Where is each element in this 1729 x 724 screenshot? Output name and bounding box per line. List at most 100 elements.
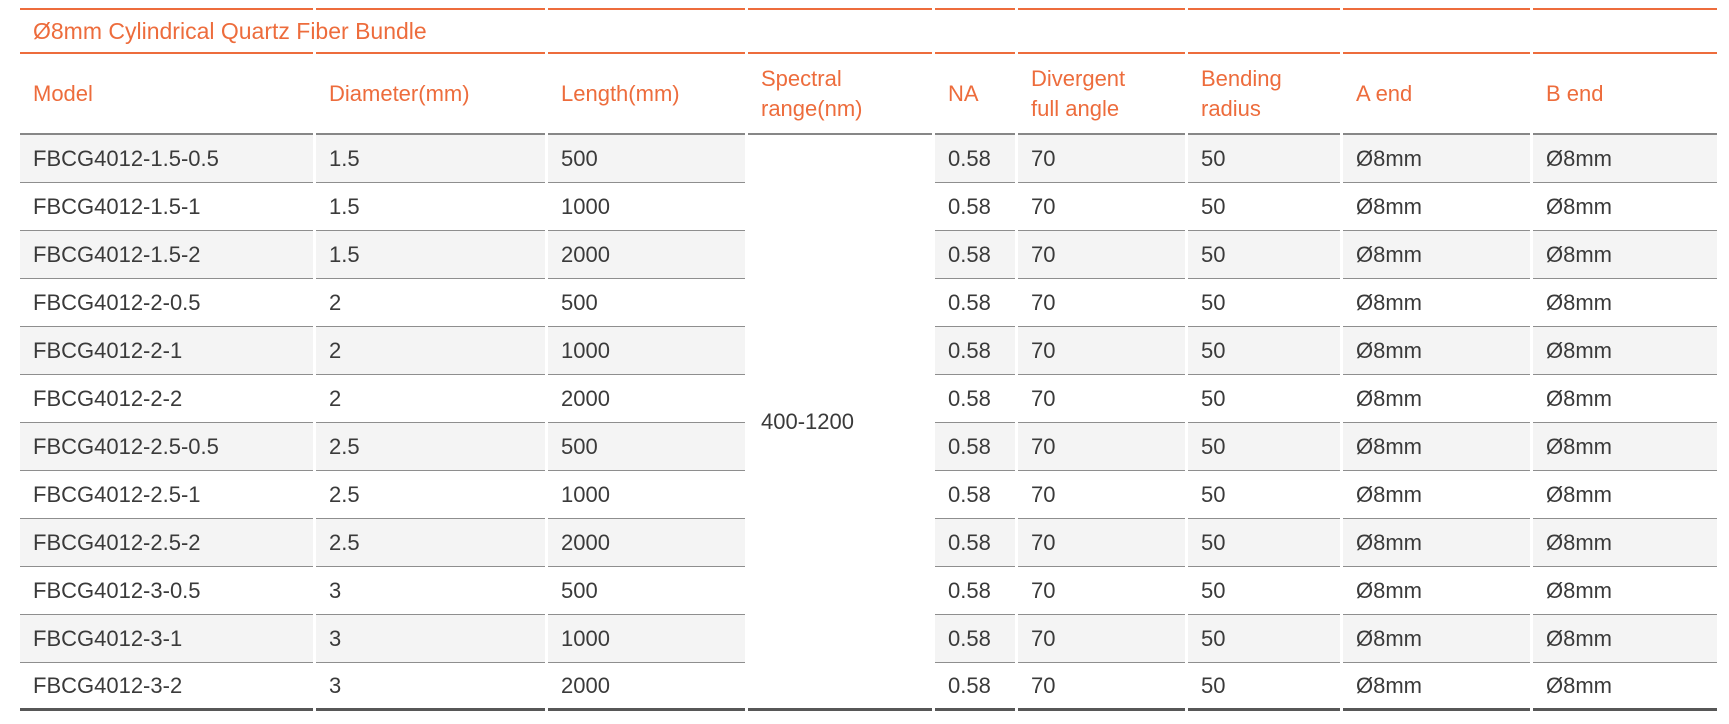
- cell-na: 0.58: [935, 135, 1015, 183]
- header-row: Model Diameter(mm) Length(mm) Spectral r…: [20, 54, 1717, 135]
- cell-diameter: 1.5: [316, 183, 545, 231]
- cell-divergent-full-angle: 70: [1018, 135, 1185, 183]
- cell-model: FBCG4012-1.5-1: [20, 183, 313, 231]
- cell-length: 500: [548, 135, 745, 183]
- cell-model: FBCG4012-2-0.5: [20, 279, 313, 327]
- title-row-spacer: [748, 8, 932, 54]
- cell-model: FBCG4012-2.5-1: [20, 471, 313, 519]
- cell-model: FBCG4012-3-2: [20, 663, 313, 711]
- cell-a-end: Ø8mm: [1343, 231, 1530, 279]
- col-header-na: NA: [935, 54, 1015, 135]
- cell-model: FBCG4012-2.5-0.5: [20, 423, 313, 471]
- cell-b-end: Ø8mm: [1533, 471, 1717, 519]
- cell-a-end: Ø8mm: [1343, 423, 1530, 471]
- cell-na: 0.58: [935, 279, 1015, 327]
- cell-na: 0.58: [935, 519, 1015, 567]
- cell-length: 1000: [548, 183, 745, 231]
- cell-b-end: Ø8mm: [1533, 567, 1717, 615]
- col-header-length: Length(mm): [548, 54, 745, 135]
- cell-divergent-full-angle: 70: [1018, 183, 1185, 231]
- cell-b-end: Ø8mm: [1533, 663, 1717, 711]
- cell-diameter: 3: [316, 615, 545, 663]
- cell-divergent-full-angle: 70: [1018, 231, 1185, 279]
- col-header-bending-radius: Bending radius: [1188, 54, 1340, 135]
- cell-b-end: Ø8mm: [1533, 519, 1717, 567]
- table-title: Ø8mm Cylindrical Quartz Fiber Bundle: [20, 8, 427, 54]
- product-table: Ø8mm Cylindrical Quartz Fiber Bundle Mod…: [17, 8, 1720, 711]
- cell-bending-radius: 50: [1188, 663, 1340, 711]
- title-row-spacer: [1188, 8, 1340, 54]
- col-header-spectral-range: Spectral range(nm): [748, 54, 932, 135]
- cell-length: 1000: [548, 471, 745, 519]
- cell-length: 500: [548, 423, 745, 471]
- cell-model: FBCG4012-2.5-2: [20, 519, 313, 567]
- cell-diameter: 1.5: [316, 135, 545, 183]
- cell-diameter: 3: [316, 663, 545, 711]
- cell-bending-radius: 50: [1188, 279, 1340, 327]
- cell-a-end: Ø8mm: [1343, 135, 1530, 183]
- title-row-spacer: [935, 8, 1015, 54]
- table-row: FBCG4012-1.5-1 1.5 1000 0.58 70 50 Ø8mm …: [20, 183, 1717, 231]
- cell-na: 0.58: [935, 567, 1015, 615]
- cell-model: FBCG4012-2-2: [20, 375, 313, 423]
- cell-length: 2000: [548, 375, 745, 423]
- cell-model: FBCG4012-1.5-2: [20, 231, 313, 279]
- cell-length: 500: [548, 279, 745, 327]
- cell-a-end: Ø8mm: [1343, 327, 1530, 375]
- cell-diameter: 3: [316, 567, 545, 615]
- cell-diameter: 2.5: [316, 519, 545, 567]
- col-header-a-end: A end: [1343, 54, 1530, 135]
- cell-a-end: Ø8mm: [1343, 279, 1530, 327]
- cell-divergent-full-angle: 70: [1018, 663, 1185, 711]
- table-row: FBCG4012-2-2 2 2000 0.58 70 50 Ø8mm Ø8mm: [20, 375, 1717, 423]
- title-row-spacer: [316, 8, 545, 54]
- title-row-spacer: [548, 8, 745, 54]
- cell-bending-radius: 50: [1188, 183, 1340, 231]
- table-row: FBCG4012-2-1 2 1000 0.58 70 50 Ø8mm Ø8mm: [20, 327, 1717, 375]
- cell-bending-radius: 50: [1188, 519, 1340, 567]
- cell-a-end: Ø8mm: [1343, 663, 1530, 711]
- col-header-diameter: Diameter(mm): [316, 54, 545, 135]
- cell-divergent-full-angle: 70: [1018, 423, 1185, 471]
- cell-diameter: 1.5: [316, 231, 545, 279]
- cell-b-end: Ø8mm: [1533, 327, 1717, 375]
- cell-na: 0.58: [935, 471, 1015, 519]
- cell-bending-radius: 50: [1188, 231, 1340, 279]
- cell-b-end: Ø8mm: [1533, 135, 1717, 183]
- cell-spectral-range-merged: 400-1200: [748, 135, 932, 711]
- cell-diameter: 2: [316, 279, 545, 327]
- cell-b-end: Ø8mm: [1533, 423, 1717, 471]
- cell-b-end: Ø8mm: [1533, 279, 1717, 327]
- cell-na: 0.58: [935, 663, 1015, 711]
- table-row: FBCG4012-2.5-0.5 2.5 500 0.58 70 50 Ø8mm…: [20, 423, 1717, 471]
- cell-divergent-full-angle: 70: [1018, 327, 1185, 375]
- cell-b-end: Ø8mm: [1533, 615, 1717, 663]
- cell-bending-radius: 50: [1188, 471, 1340, 519]
- cell-b-end: Ø8mm: [1533, 183, 1717, 231]
- cell-a-end: Ø8mm: [1343, 615, 1530, 663]
- cell-model: FBCG4012-1.5-0.5: [20, 135, 313, 183]
- cell-length: 2000: [548, 519, 745, 567]
- cell-divergent-full-angle: 70: [1018, 279, 1185, 327]
- table-row: FBCG4012-3-0.5 3 500 0.58 70 50 Ø8mm Ø8m…: [20, 567, 1717, 615]
- table-row: FBCG4012-1.5-2 1.5 2000 0.58 70 50 Ø8mm …: [20, 231, 1717, 279]
- title-row: Ø8mm Cylindrical Quartz Fiber Bundle: [20, 8, 1717, 54]
- cell-diameter: 2.5: [316, 423, 545, 471]
- title-row-spacer: [1018, 8, 1185, 54]
- cell-bending-radius: 50: [1188, 423, 1340, 471]
- cell-length: 1000: [548, 615, 745, 663]
- col-header-divergent-full-angle: Divergent full angle: [1018, 54, 1185, 135]
- cell-b-end: Ø8mm: [1533, 375, 1717, 423]
- cell-a-end: Ø8mm: [1343, 519, 1530, 567]
- cell-length: 2000: [548, 231, 745, 279]
- cell-a-end: Ø8mm: [1343, 471, 1530, 519]
- cell-na: 0.58: [935, 615, 1015, 663]
- cell-diameter: 2: [316, 327, 545, 375]
- cell-model: FBCG4012-3-0.5: [20, 567, 313, 615]
- cell-bending-radius: 50: [1188, 375, 1340, 423]
- table-row: FBCG4012-2-0.5 2 500 0.58 70 50 Ø8mm Ø8m…: [20, 279, 1717, 327]
- cell-a-end: Ø8mm: [1343, 183, 1530, 231]
- cell-diameter: 2: [316, 375, 545, 423]
- title-row-spacer: [1343, 8, 1530, 54]
- table-row: FBCG4012-1.5-0.5 1.5 500 400-1200 0.58 7…: [20, 135, 1717, 711]
